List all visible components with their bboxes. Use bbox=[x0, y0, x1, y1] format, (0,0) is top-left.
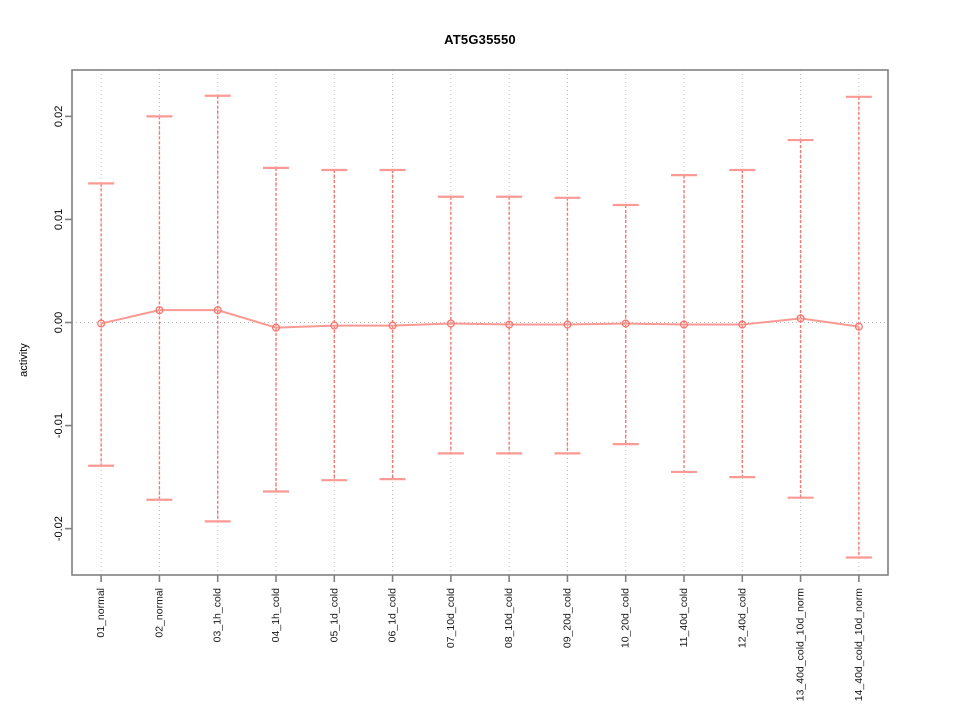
y-tick-label: 0.02 bbox=[53, 106, 65, 127]
x-axis-ticks: 01_normal 02_normal 03_1h_cold 04_1h_cold 05… bbox=[95, 575, 865, 701]
series-line bbox=[100, 309, 859, 329]
x-tick-label: 04_1h_cold bbox=[270, 588, 282, 642]
data-point-marker bbox=[738, 320, 747, 329]
x-tick-label: 09_20d_cold bbox=[561, 588, 573, 648]
data-point-marker bbox=[330, 321, 339, 330]
data-point-marker bbox=[563, 320, 572, 329]
data-point-marker bbox=[854, 322, 863, 331]
x-tick-label: 03_1h_cold bbox=[212, 588, 224, 642]
x-tick-label: 13_40d_cold_10d_norm bbox=[795, 588, 807, 702]
y-tick-label: -0.01 bbox=[53, 413, 65, 438]
x-tick-label: 12_40d_cold bbox=[736, 588, 748, 648]
data-point-marker bbox=[446, 319, 455, 328]
x-tick-label: 10_20d_cold bbox=[620, 588, 632, 648]
x-tick-label: 01_normal bbox=[95, 588, 107, 638]
data-point-marker bbox=[271, 323, 281, 332]
y-axis-ticks: 0.02 0.01 0.00 -0.01 -0.02 bbox=[53, 106, 72, 541]
x-tick-label: 08_10d_cold bbox=[503, 588, 515, 648]
y-tick-label: -0.02 bbox=[53, 516, 65, 541]
y-tick-label: 0.01 bbox=[53, 209, 65, 230]
data-point-marker bbox=[388, 321, 397, 330]
x-tick-label: 06_1d_cold bbox=[387, 588, 399, 642]
y-tick-label: 0.00 bbox=[53, 312, 65, 333]
page-title: AT5G35550 bbox=[444, 32, 516, 47]
x-tick-label: 07_10d_cold bbox=[445, 588, 457, 648]
x-tick-label: 02_normal bbox=[153, 588, 165, 638]
data-point-marker bbox=[621, 319, 630, 328]
data-point-marker bbox=[679, 320, 689, 329]
x-tick-label: 11_40d_cold bbox=[678, 588, 690, 648]
data-point-marker bbox=[505, 320, 514, 329]
x-tick-label: 05_1d_cold bbox=[328, 588, 340, 642]
error-bars bbox=[88, 94, 872, 559]
data-point-marker bbox=[213, 306, 222, 315]
series-polyline bbox=[100, 309, 859, 329]
data-point-marker bbox=[155, 306, 164, 315]
data-point-marker bbox=[796, 314, 805, 323]
data-point-markers bbox=[97, 306, 863, 332]
data-point-marker bbox=[97, 319, 106, 328]
x-tick-label: 14_40d_cold_10d_norm bbox=[853, 588, 865, 702]
